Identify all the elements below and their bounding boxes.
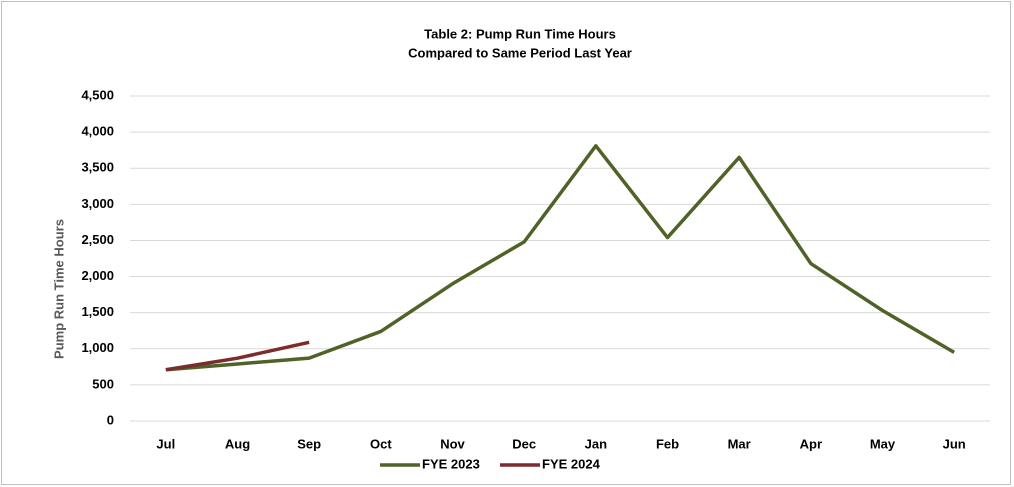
legend-label: FYE 2023 bbox=[422, 456, 480, 471]
x-tick-label: Nov bbox=[440, 436, 465, 451]
x-tick-label: Sep bbox=[297, 436, 321, 451]
series-line bbox=[165, 144, 956, 372]
series-line bbox=[165, 340, 310, 372]
y-tick-label: 4,500 bbox=[81, 87, 114, 102]
x-tick-label: Apr bbox=[800, 436, 822, 451]
x-tick-label: Jun bbox=[943, 436, 966, 451]
y-tick-label: 3,000 bbox=[81, 196, 114, 211]
y-tick-label: 2,000 bbox=[81, 268, 114, 283]
x-tick-label: May bbox=[870, 436, 896, 451]
legend-label: FYE 2024 bbox=[542, 456, 601, 471]
y-tick-label: 1,000 bbox=[81, 340, 114, 355]
y-tick-label: 500 bbox=[92, 376, 114, 391]
y-tick-label: 0 bbox=[107, 412, 114, 427]
x-tick-label: Feb bbox=[656, 436, 679, 451]
y-tick-label: 3,500 bbox=[81, 160, 114, 175]
x-tick-label: Aug bbox=[225, 436, 250, 451]
x-tick-label: Oct bbox=[370, 436, 392, 451]
x-tick-label: Dec bbox=[512, 436, 536, 451]
y-tick-label: 1,500 bbox=[81, 304, 114, 319]
x-tick-label: Jan bbox=[585, 436, 607, 451]
chart-title: Table 2: Pump Run Time Hours bbox=[424, 26, 616, 41]
x-tick-label: Jul bbox=[156, 436, 175, 451]
x-tick-label: Mar bbox=[728, 436, 751, 451]
y-axis-label: Pump Run Time Hours bbox=[51, 219, 66, 359]
chart-subtitle: Compared to Same Period Last Year bbox=[408, 45, 632, 60]
y-tick-label: 4,000 bbox=[81, 124, 114, 139]
y-tick-label: 2,500 bbox=[81, 232, 114, 247]
